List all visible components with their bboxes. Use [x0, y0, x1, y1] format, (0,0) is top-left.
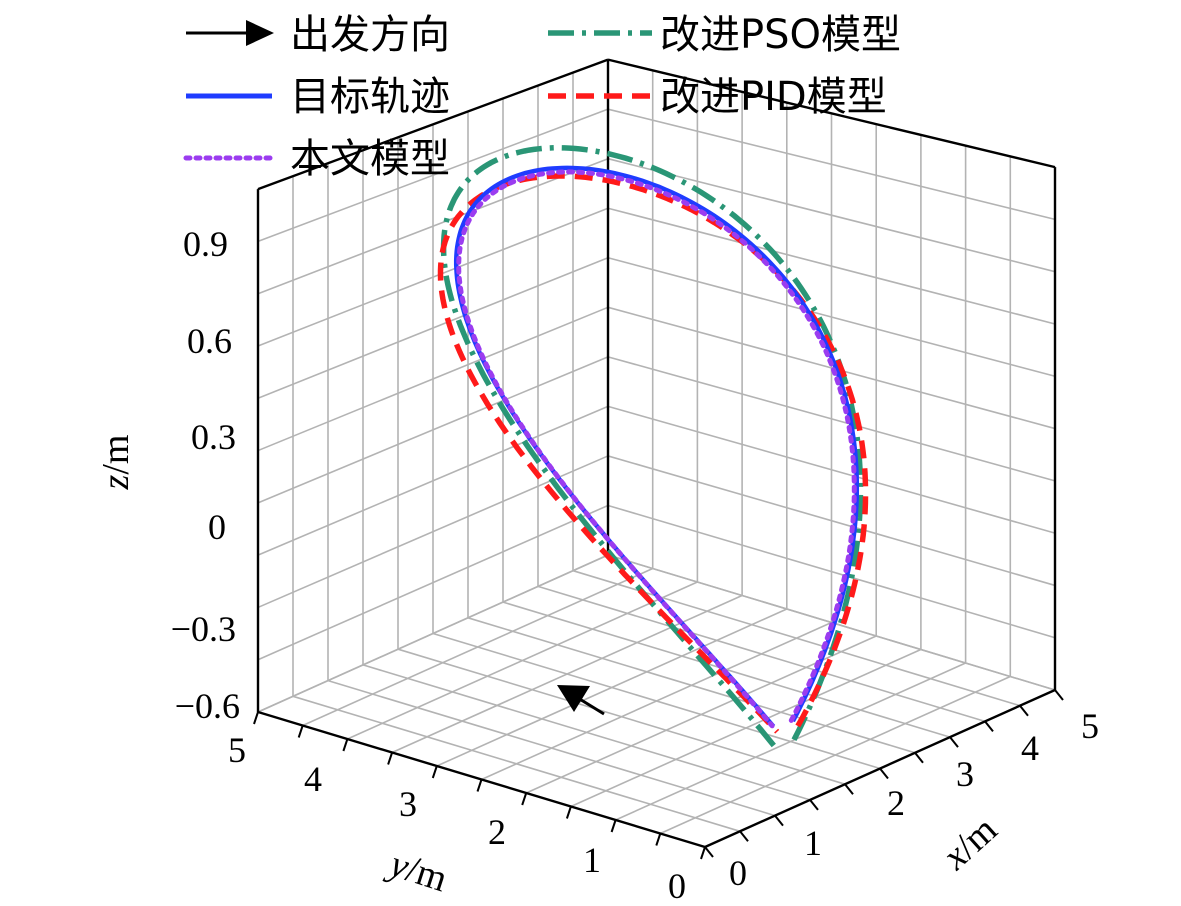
- x-tick-mark: [704, 846, 714, 858]
- wall-grid-line: [257, 405, 609, 556]
- floor-grid-line: [481, 621, 832, 781]
- legend-label: 目标轨迹: [290, 74, 450, 120]
- y-tick-mark: [700, 846, 706, 860]
- y-tick-mark: [297, 725, 304, 738]
- y-tick-mark: [342, 738, 349, 752]
- x-tick-label: 0: [729, 853, 747, 893]
- x-tick-mark: [984, 720, 994, 733]
- wall-grid-line: [257, 504, 609, 661]
- legend-entry-improved-pid: 改进PID模型: [548, 74, 887, 120]
- y-tick-mark: [431, 765, 438, 779]
- y-tick-mark: [476, 779, 483, 792]
- legend-entry-improved-pso: 改进PSO模型: [548, 12, 901, 58]
- y-axis-title: y/m: [381, 842, 452, 901]
- wall-grid-line: [607, 504, 1056, 639]
- frame-edge: [257, 58, 609, 191]
- x-tick-mark: [739, 830, 749, 842]
- wall-grid-line: [607, 356, 1056, 482]
- x-tick-mark: [879, 767, 889, 780]
- wall-grid-line: [257, 306, 609, 452]
- x-tick-mark: [949, 736, 959, 748]
- z-tick-label: 0.9: [183, 224, 228, 264]
- x-tick-mark: [1054, 689, 1064, 701]
- x-tick-label: 2: [887, 783, 905, 823]
- z-axis-title: z/m: [95, 435, 137, 491]
- y-tick-mark: [610, 819, 617, 833]
- x-tick-label: 1: [804, 823, 822, 863]
- x-tick-mark: [774, 814, 784, 827]
- legend-label: 改进PSO模型: [660, 12, 901, 58]
- x-axis-title: x/m: [934, 808, 1005, 878]
- series-line-proposed-model: [456, 169, 857, 729]
- z-tick-label: −0.3: [171, 609, 236, 649]
- wall-grid-line: [607, 405, 1056, 534]
- legend: 出发方向 目标轨迹 本文模型 改进PSO模型 改进PID模型: [183, 12, 901, 182]
- floor-grid-line: [302, 567, 654, 727]
- z-tick-label: 0: [208, 507, 226, 547]
- start-direction-arrow: [557, 685, 605, 716]
- y-tick-label: 3: [399, 784, 417, 824]
- y-tick-mark: [565, 806, 572, 819]
- series-line-improved-pid: [437, 173, 869, 734]
- y-tick-mark: [655, 833, 662, 846]
- wall-grid-line: [257, 207, 609, 347]
- floor-grid-line: [572, 569, 1021, 707]
- wall-grid-line: [607, 157, 1056, 273]
- wall-grid-line: [257, 356, 609, 504]
- frame-edge: [607, 58, 1056, 169]
- y-tick-mark: [521, 792, 528, 806]
- legend-label: 改进PID模型: [660, 74, 887, 120]
- z-tick-label: 0.6: [187, 321, 232, 361]
- x-tick-label: 4: [1021, 728, 1039, 768]
- y-tick-label: 1: [583, 840, 601, 880]
- legend-label: 出发方向: [290, 12, 450, 58]
- legend-entry-start-direction: 出发方向: [186, 12, 450, 58]
- x-axis-ticks: 0 1 2 3 4 5: [729, 706, 1099, 893]
- x-tick-mark: [809, 799, 819, 811]
- x-tick-label: 5: [1081, 706, 1099, 746]
- wall-grid-line: [607, 257, 1056, 378]
- legend-entry-target-trajectory: 目标轨迹: [186, 74, 450, 120]
- wall-grid-line: [257, 257, 609, 400]
- x-tick-mark: [1019, 705, 1029, 717]
- y-tick-mark: [387, 752, 394, 765]
- x-tick-mark: [844, 783, 854, 795]
- series-line-target-trajectory: [453, 165, 860, 728]
- wall-grid-line: [257, 108, 609, 243]
- floor-grid-line: [391, 594, 743, 754]
- floor-grid-line: [436, 608, 788, 767]
- wall-grid-line: [607, 108, 1056, 221]
- z-tick-label: −0.6: [175, 686, 240, 726]
- legend-entry-proposed-model: 本文模型: [183, 136, 450, 182]
- legend-arrow-head-icon: [246, 20, 274, 46]
- x-tick-mark: [914, 752, 924, 764]
- wall-grid-line: [257, 554, 609, 713]
- y-tick-label: 5: [228, 730, 246, 770]
- x-tick-label: 3: [956, 754, 974, 794]
- series-layer: [437, 145, 869, 748]
- wall-grid-line: [607, 207, 1056, 325]
- legend-label: 本文模型: [290, 136, 450, 182]
- z-tick-label: 0.3: [191, 417, 236, 457]
- wall-grid-line: [607, 455, 1056, 587]
- y-tick-mark: [253, 711, 259, 725]
- wall-grid-line: [257, 157, 609, 295]
- floor-grid-line: [467, 617, 916, 754]
- y-tick-label: 2: [488, 812, 506, 852]
- axes-frame: [253, 58, 1064, 860]
- y-tick-label: 4: [304, 759, 322, 799]
- series-line-improved-pso: [440, 145, 864, 748]
- z-axis-ticks: 0.9 0.6 0.3 0 −0.3 −0.6: [171, 224, 240, 726]
- y-tick-label: 0: [668, 866, 686, 906]
- floor-grid-line: [347, 581, 698, 740]
- floor-grid-line: [537, 585, 986, 723]
- y-axis-ticks: 5 4 3 2 1 0: [228, 730, 686, 906]
- wall-grid-line: [607, 306, 1056, 430]
